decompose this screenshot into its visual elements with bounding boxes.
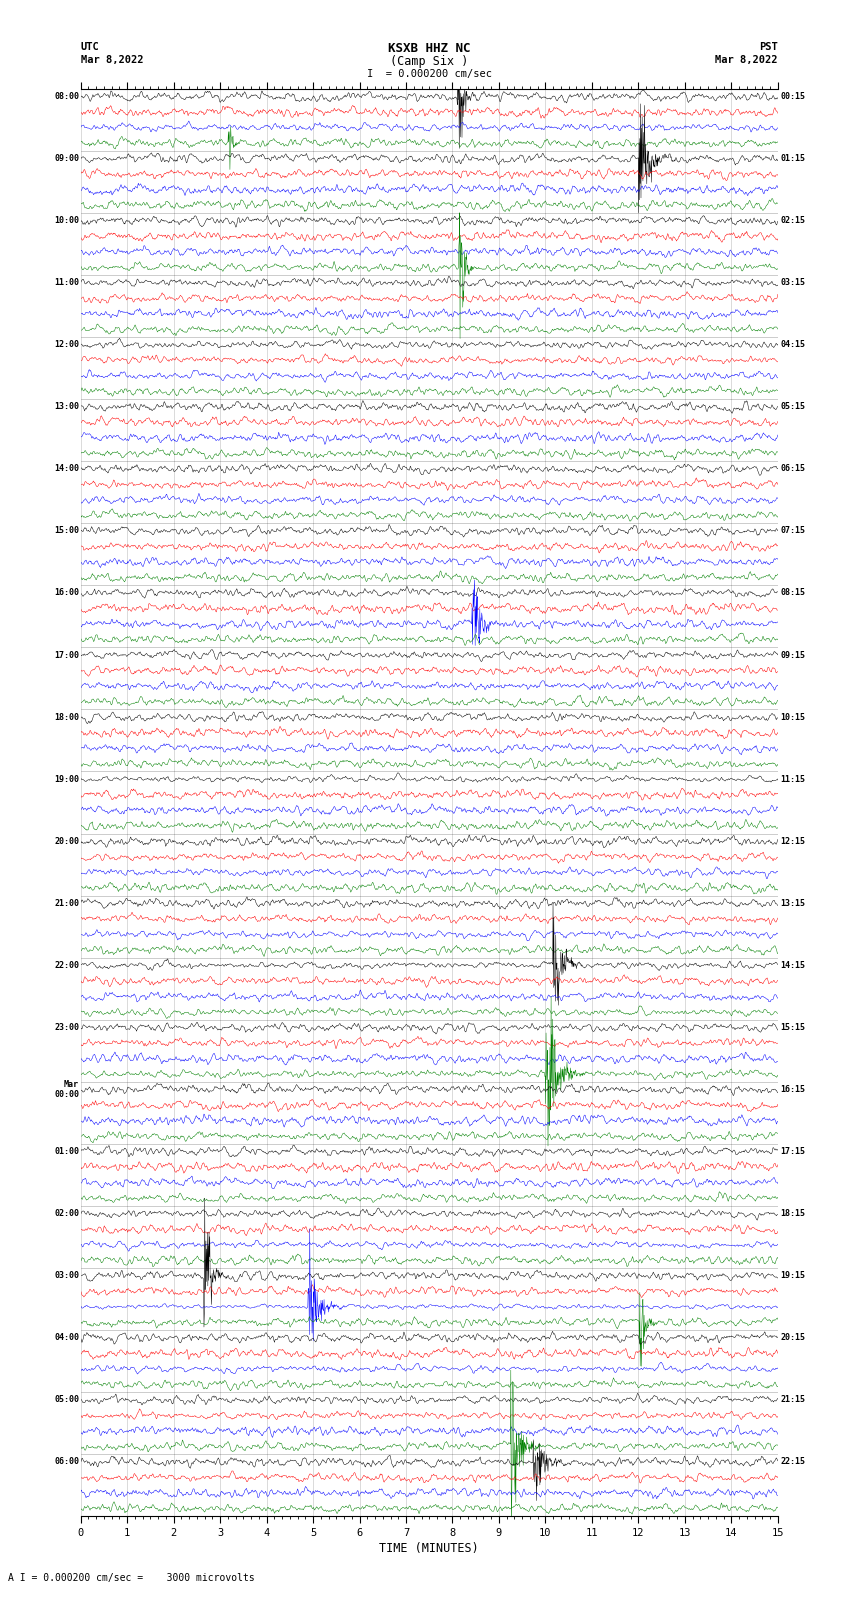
Text: 05:15: 05:15 <box>780 402 805 411</box>
Text: 12:15: 12:15 <box>780 837 805 845</box>
Text: A I = 0.000200 cm/sec =    3000 microvolts: A I = 0.000200 cm/sec = 3000 microvolts <box>8 1573 255 1582</box>
Text: 11:00: 11:00 <box>54 277 79 287</box>
Text: 09:15: 09:15 <box>780 650 805 660</box>
Text: 10:00: 10:00 <box>54 216 79 226</box>
Text: 01:00: 01:00 <box>54 1147 79 1157</box>
Text: 02:00: 02:00 <box>54 1210 79 1218</box>
Text: 22:15: 22:15 <box>780 1458 805 1466</box>
Text: KSXB HHZ NC: KSXB HHZ NC <box>388 42 471 55</box>
Text: 07:15: 07:15 <box>780 526 805 536</box>
Text: 03:00: 03:00 <box>54 1271 79 1281</box>
Text: 04:00: 04:00 <box>54 1334 79 1342</box>
Text: 17:00: 17:00 <box>54 650 79 660</box>
Text: 14:15: 14:15 <box>780 961 805 969</box>
Text: 20:00: 20:00 <box>54 837 79 845</box>
Text: 00:15: 00:15 <box>780 92 805 102</box>
Text: 11:15: 11:15 <box>780 774 805 784</box>
Text: 14:00: 14:00 <box>54 465 79 473</box>
Text: 09:00: 09:00 <box>54 153 79 163</box>
Text: 18:15: 18:15 <box>780 1210 805 1218</box>
Text: 19:00: 19:00 <box>54 774 79 784</box>
Text: 15:15: 15:15 <box>780 1023 805 1032</box>
Text: I  = 0.000200 cm/sec: I = 0.000200 cm/sec <box>366 69 492 79</box>
Text: 08:00: 08:00 <box>54 92 79 102</box>
Text: 18:00: 18:00 <box>54 713 79 721</box>
Text: 17:15: 17:15 <box>780 1147 805 1157</box>
Text: PST: PST <box>759 42 778 52</box>
Text: 06:15: 06:15 <box>780 465 805 473</box>
Text: 23:00: 23:00 <box>54 1023 79 1032</box>
Text: 02:15: 02:15 <box>780 216 805 226</box>
Text: 21:00: 21:00 <box>54 898 79 908</box>
Text: 13:15: 13:15 <box>780 898 805 908</box>
Text: UTC: UTC <box>81 42 99 52</box>
Text: 12:00: 12:00 <box>54 340 79 350</box>
Text: 03:15: 03:15 <box>780 277 805 287</box>
Text: Mar
00:00: Mar 00:00 <box>54 1079 79 1098</box>
Text: 22:00: 22:00 <box>54 961 79 969</box>
Text: 05:00: 05:00 <box>54 1395 79 1405</box>
Text: Mar 8,2022: Mar 8,2022 <box>81 55 144 65</box>
Text: 08:15: 08:15 <box>780 589 805 597</box>
Text: (Camp Six ): (Camp Six ) <box>390 55 468 68</box>
Text: 19:15: 19:15 <box>780 1271 805 1281</box>
X-axis label: TIME (MINUTES): TIME (MINUTES) <box>379 1542 479 1555</box>
Text: 13:00: 13:00 <box>54 402 79 411</box>
Text: 01:15: 01:15 <box>780 153 805 163</box>
Text: 06:00: 06:00 <box>54 1458 79 1466</box>
Text: 20:15: 20:15 <box>780 1334 805 1342</box>
Text: 15:00: 15:00 <box>54 526 79 536</box>
Text: 10:15: 10:15 <box>780 713 805 721</box>
Text: 21:15: 21:15 <box>780 1395 805 1405</box>
Text: 16:00: 16:00 <box>54 589 79 597</box>
Text: Mar 8,2022: Mar 8,2022 <box>715 55 778 65</box>
Text: 16:15: 16:15 <box>780 1086 805 1094</box>
Text: 04:15: 04:15 <box>780 340 805 350</box>
